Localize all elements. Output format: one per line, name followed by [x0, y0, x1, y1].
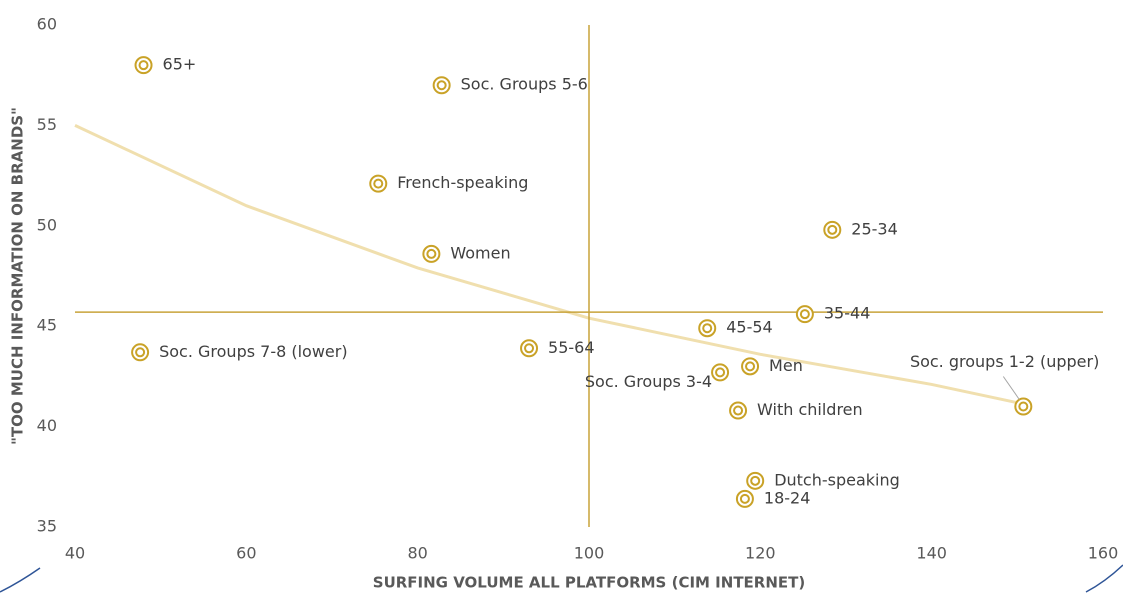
point-inner — [750, 475, 761, 486]
y-tick-label: 40 — [37, 416, 57, 435]
x-tick-label: 140 — [916, 544, 947, 563]
label-leader — [1002, 376, 1020, 400]
point-inner — [702, 323, 713, 334]
point-label: French-speaking — [397, 173, 528, 192]
point — [369, 174, 388, 193]
x-tick-label: 80 — [407, 544, 427, 563]
frame-arc — [0, 567, 41, 593]
point — [520, 339, 539, 358]
point-label: Soc. groups 1-2 (upper) — [910, 352, 1099, 371]
point-inner — [426, 248, 437, 259]
point — [432, 76, 451, 95]
point-label: Men — [769, 356, 803, 375]
point-inner — [1018, 401, 1029, 412]
point — [1014, 397, 1033, 416]
point-inner — [799, 309, 810, 320]
point-outer — [729, 401, 748, 420]
point-label: 65+ — [163, 55, 197, 74]
point-outer — [369, 174, 388, 193]
point-inner — [715, 367, 726, 378]
point-inner — [745, 361, 756, 372]
point-outer — [741, 357, 760, 376]
x-tick-label: 100 — [574, 544, 605, 563]
point — [698, 319, 717, 338]
point-inner — [138, 60, 149, 71]
x-tick-label: 60 — [236, 544, 256, 563]
point — [422, 244, 441, 263]
point-inner — [524, 343, 535, 354]
x-axis-title: SURFING VOLUME ALL PLATFORMS (CIM INTERN… — [373, 574, 805, 592]
x-tick-label: 120 — [745, 544, 776, 563]
y-tick-label: 55 — [37, 115, 57, 134]
point — [823, 220, 842, 239]
point-outer — [131, 343, 150, 362]
point-outer — [134, 56, 153, 75]
point-outer — [698, 319, 717, 338]
point — [134, 56, 153, 75]
point — [131, 343, 150, 362]
point-outer — [422, 244, 441, 263]
point — [741, 357, 760, 376]
y-axis-title: "TOO MUCH INFORMATION ON BRANDS" — [9, 107, 27, 445]
point-inner — [436, 80, 447, 91]
point-label: Dutch-speaking — [774, 470, 900, 489]
point-label: 18-24 — [764, 488, 811, 507]
point — [746, 471, 765, 490]
y-tick-label: 35 — [37, 517, 57, 536]
x-tick-label: 40 — [65, 544, 85, 563]
point — [795, 305, 814, 324]
point-label: Women — [450, 243, 510, 262]
point-label: Soc. Groups 7-8 (lower) — [159, 342, 348, 361]
point — [729, 401, 748, 420]
point-label: 25-34 — [851, 219, 898, 238]
point-label: Soc. Groups 3-4 — [585, 372, 712, 391]
point-inner — [733, 405, 744, 416]
point-outer — [1014, 397, 1033, 416]
point — [711, 363, 730, 382]
point-label: 45-54 — [726, 318, 773, 337]
point-outer — [711, 363, 730, 382]
point-outer — [823, 220, 842, 239]
point-inner — [373, 178, 384, 189]
point-outer — [520, 339, 539, 358]
point — [735, 489, 754, 508]
x-tick-label: 160 — [1088, 544, 1119, 563]
point-outer — [735, 489, 754, 508]
trendline — [74, 124, 1027, 406]
point-outer — [432, 76, 451, 95]
point-outer — [746, 471, 765, 490]
point-outer — [795, 305, 814, 324]
y-tick-label: 50 — [37, 215, 57, 234]
point-label: 35-44 — [824, 304, 871, 323]
point-label: With children — [757, 400, 863, 419]
point-inner — [739, 493, 750, 504]
frame-arc — [1085, 564, 1123, 593]
point-label: Soc. Groups 5-6 — [461, 75, 588, 94]
y-tick-label: 45 — [37, 316, 57, 335]
y-tick-label: 60 — [37, 15, 57, 34]
point-label: 55-64 — [548, 338, 595, 357]
point-inner — [827, 224, 838, 235]
point-inner — [135, 347, 146, 358]
